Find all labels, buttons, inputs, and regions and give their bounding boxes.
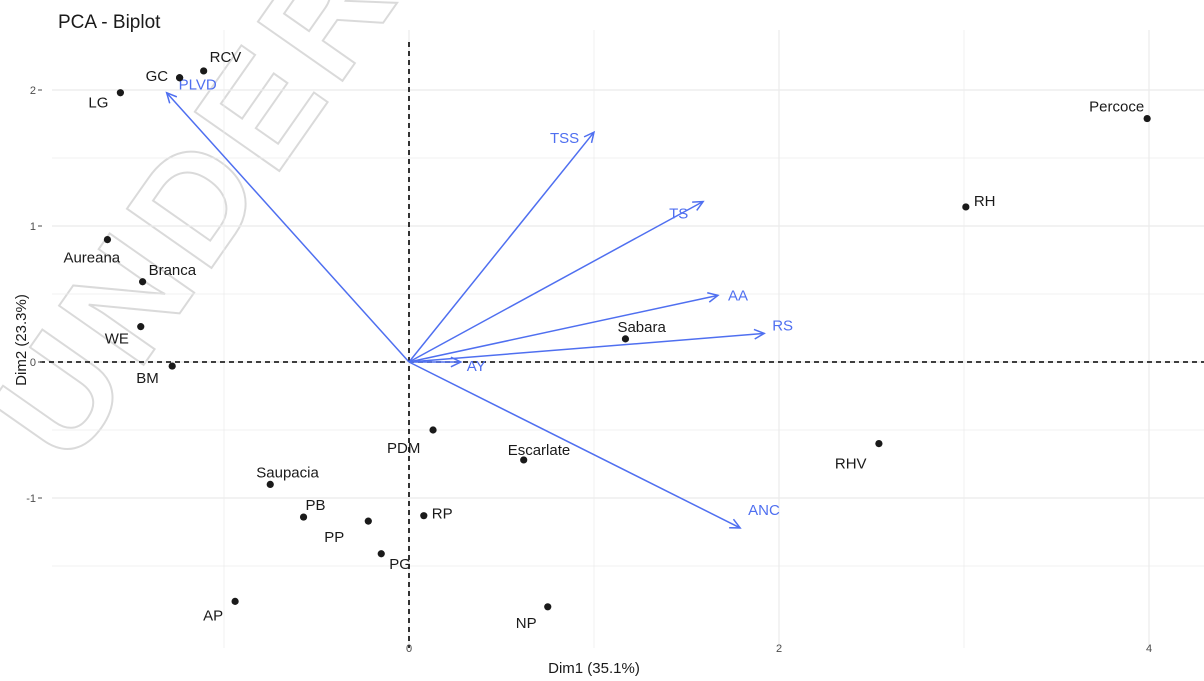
x-tick-label: 2 <box>776 643 782 655</box>
data-point <box>232 598 239 605</box>
x-tick-label: 4 <box>1146 643 1152 655</box>
data-point <box>962 203 969 210</box>
x-axis-label: Dim1 (35.1%) <box>548 660 640 677</box>
data-point <box>875 440 882 447</box>
variable-label: AA <box>728 287 748 304</box>
y-tick-label: -1 <box>26 493 36 505</box>
point-label: PP <box>324 529 344 546</box>
point-label: Sabara <box>617 319 666 336</box>
data-point <box>622 335 629 342</box>
data-point <box>378 550 385 557</box>
y-tick-label: 2 <box>30 85 36 97</box>
x-tick-label: 0 <box>406 643 412 655</box>
y-axis-label: Dim2 (23.3%) <box>13 294 30 386</box>
y-tick-label: 1 <box>30 221 36 233</box>
watermark-text: UNDER PEER <box>0 0 718 488</box>
point-label: RHV <box>835 456 867 473</box>
variable-label: ANC <box>748 502 780 519</box>
point-label: AP <box>203 607 223 624</box>
point-label: RP <box>432 506 453 523</box>
data-point <box>200 67 207 74</box>
variable-arrow <box>409 333 764 362</box>
point-label: RCV <box>210 49 242 66</box>
point-label: Saupacia <box>256 464 319 481</box>
point-label: WE <box>105 331 129 348</box>
variable-label: PLVD <box>179 77 217 94</box>
data-point <box>420 512 427 519</box>
point-label: LG <box>88 95 108 112</box>
point-label: PB <box>306 497 326 514</box>
chart-title: PCA - Biplot <box>58 12 161 33</box>
data-point <box>104 236 111 243</box>
point-label: Aureana <box>63 250 120 267</box>
data-point <box>267 481 274 488</box>
data-point <box>1144 115 1151 122</box>
point-label: Escarlate <box>508 442 571 459</box>
data-point <box>544 603 551 610</box>
data-point <box>176 74 183 81</box>
point-label: PG <box>389 556 411 573</box>
point-label: BM <box>136 370 159 387</box>
variable-arrow <box>409 362 740 528</box>
point-label: Branca <box>149 262 197 279</box>
y-tick-label: 0 <box>30 357 36 369</box>
data-point <box>365 518 372 525</box>
data-point <box>117 89 124 96</box>
data-point <box>300 513 307 520</box>
watermark: UNDER PEER <box>0 0 718 488</box>
point-label: Percoce <box>1089 99 1144 116</box>
variable-label: TS <box>669 206 688 223</box>
point-label: RH <box>974 193 996 210</box>
variable-label: TSS <box>550 130 579 147</box>
point-label: GC <box>146 68 169 85</box>
point-label: PDM <box>387 440 420 457</box>
data-point <box>137 323 144 330</box>
data-point <box>169 362 176 369</box>
data-point <box>139 278 146 285</box>
variable-label: AY <box>467 358 486 375</box>
point-label: NP <box>516 615 537 632</box>
data-point <box>429 426 436 433</box>
variable-label: RS <box>772 317 793 334</box>
